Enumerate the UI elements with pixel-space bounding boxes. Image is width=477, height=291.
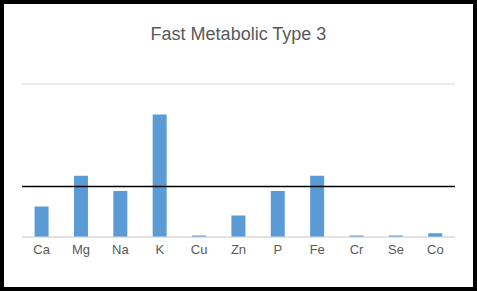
svg-text:Cu: Cu	[191, 242, 208, 257]
svg-text:Ca: Ca	[33, 242, 50, 257]
svg-text:Na: Na	[112, 242, 129, 257]
svg-text:Mg: Mg	[72, 242, 90, 257]
svg-text:Se: Se	[388, 242, 404, 257]
html-text:Fast Metabolic Type 3: Fast Metabolic Type 3	[150, 24, 327, 44]
svg-text:Cr: Cr	[350, 242, 364, 257]
svg-text:P: P	[274, 242, 283, 257]
svg-text:Zn: Zn	[231, 242, 246, 257]
svg-text:Co: Co	[427, 242, 444, 257]
svg-text:Fe: Fe	[310, 242, 325, 257]
svg-text:K: K	[155, 242, 164, 257]
